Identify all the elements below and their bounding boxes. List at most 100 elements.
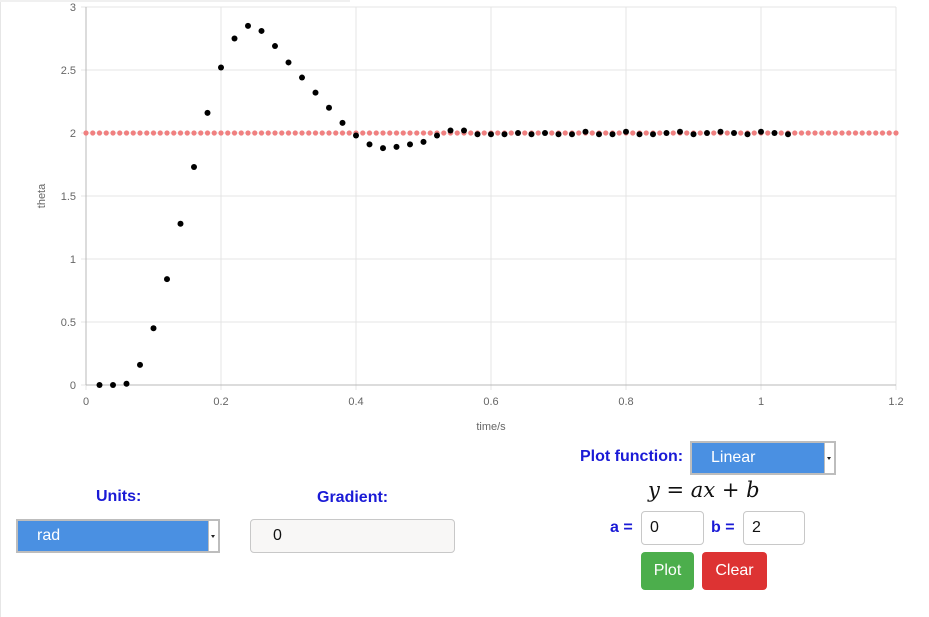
data-point (636, 131, 643, 138)
x-tick-label: 0.8 (618, 396, 633, 408)
y-tick-labels: 0 0.5 1 1.5 2 2.5 3 (61, 2, 76, 392)
fit-line-point (393, 130, 400, 136)
fit-line-point (873, 130, 879, 136)
clear-button[interactable]: Clear (702, 552, 767, 590)
fit-line-point (798, 130, 805, 136)
data-point (177, 220, 184, 227)
fit-line-point (360, 130, 366, 136)
data-point (717, 128, 724, 135)
fit-line-point (204, 130, 211, 136)
fit-line-point (549, 130, 555, 136)
x-tick-label: 1 (758, 396, 764, 408)
data-point (650, 131, 656, 138)
frame-border-top (0, 0, 350, 2)
fit-line-point (366, 130, 373, 136)
a-label: a = (610, 519, 633, 536)
fit-line-point (751, 130, 757, 136)
y-tick-label: 0.5 (61, 317, 76, 329)
fit-line-point (792, 130, 798, 136)
data-point (461, 127, 467, 134)
fit-line-point (373, 130, 379, 136)
fit-line-point (191, 130, 197, 136)
plot-function-selected-value: Linear (711, 449, 756, 466)
fit-line-point (886, 130, 892, 136)
plot-function-select[interactable]: Linear (690, 441, 836, 475)
fit-line-point (110, 130, 116, 136)
data-point (393, 143, 400, 150)
fit-line-point (326, 130, 332, 136)
data-point (515, 130, 521, 136)
data-point (353, 132, 359, 139)
fit-line-point (819, 130, 825, 136)
chevron-down-icon[interactable] (208, 521, 218, 551)
data-point (704, 130, 710, 136)
fit-line-point (670, 130, 676, 136)
fit-line-point (603, 130, 609, 136)
fit-line-point (312, 130, 319, 136)
data-point (488, 131, 494, 138)
fit-line-point (508, 130, 514, 136)
data-point (258, 27, 265, 34)
fit-line-point (893, 130, 899, 136)
chart-series (83, 22, 899, 388)
y-axis-title: theta (36, 183, 48, 208)
data-point (339, 119, 346, 126)
fit-line-point (238, 130, 244, 136)
fit-line-point (272, 130, 278, 136)
plot-button[interactable]: Plot (641, 552, 694, 590)
data-point (596, 131, 602, 138)
theta-time-scatter-chart: 0 0.2 0.4 0.6 0.8 1 1.2 0 0.5 1 1.5 2 2.5 3 time/s t… (36, 2, 904, 433)
fit-line-point (218, 130, 224, 136)
fit-line-point (117, 130, 123, 136)
chevron-down-icon[interactable] (824, 443, 834, 473)
b-label: b = (711, 519, 735, 536)
data-point (285, 59, 292, 66)
fit-line-point (144, 130, 150, 136)
y-tick-label: 2.5 (61, 65, 76, 77)
fit-line-point (225, 130, 231, 136)
fit-line-point (123, 130, 130, 136)
fit-line-point (481, 130, 487, 136)
x-tick-label: 0 (83, 396, 89, 408)
data-point (785, 131, 791, 138)
a-input[interactable] (641, 511, 704, 545)
data-point (137, 361, 143, 368)
data-point (690, 131, 697, 138)
data-point (771, 130, 778, 136)
units-label: Units: (96, 488, 142, 505)
chart-axes (85, 7, 896, 386)
fit-line-point (643, 130, 649, 136)
fit-line-point (589, 130, 595, 136)
fit-line-point (846, 130, 852, 136)
x-tick-label: 0.2 (213, 396, 228, 408)
fit-line-point (171, 130, 177, 136)
fit-line-point (468, 130, 474, 136)
data-point (231, 35, 238, 42)
data-point (582, 128, 589, 135)
fit-line-point (198, 130, 204, 136)
fit-line-point (285, 130, 292, 136)
plot-function-label: Plot function: (580, 448, 684, 465)
fit-line-point (805, 130, 811, 136)
x-tick-label: 0.6 (483, 396, 498, 408)
fit-line-point (387, 130, 393, 136)
frame-border (0, 0, 1, 617)
fit-line-point (407, 130, 413, 136)
fit-line-point (130, 130, 136, 136)
b-input[interactable] (743, 511, 805, 545)
data-point (407, 141, 413, 148)
fit-line-point (279, 130, 285, 136)
fit-line-point (535, 130, 541, 136)
fit-line-point (184, 130, 190, 136)
fit-line-point (252, 130, 258, 136)
units-select[interactable]: rad (16, 519, 220, 553)
data-point (542, 130, 548, 136)
data-point (474, 131, 481, 138)
data-point (555, 131, 562, 138)
fit-line-point (292, 130, 298, 136)
fit-line-point (812, 130, 818, 136)
data-point (245, 22, 251, 29)
fit-line-point (346, 130, 352, 136)
chart-grid (81, 6, 897, 390)
